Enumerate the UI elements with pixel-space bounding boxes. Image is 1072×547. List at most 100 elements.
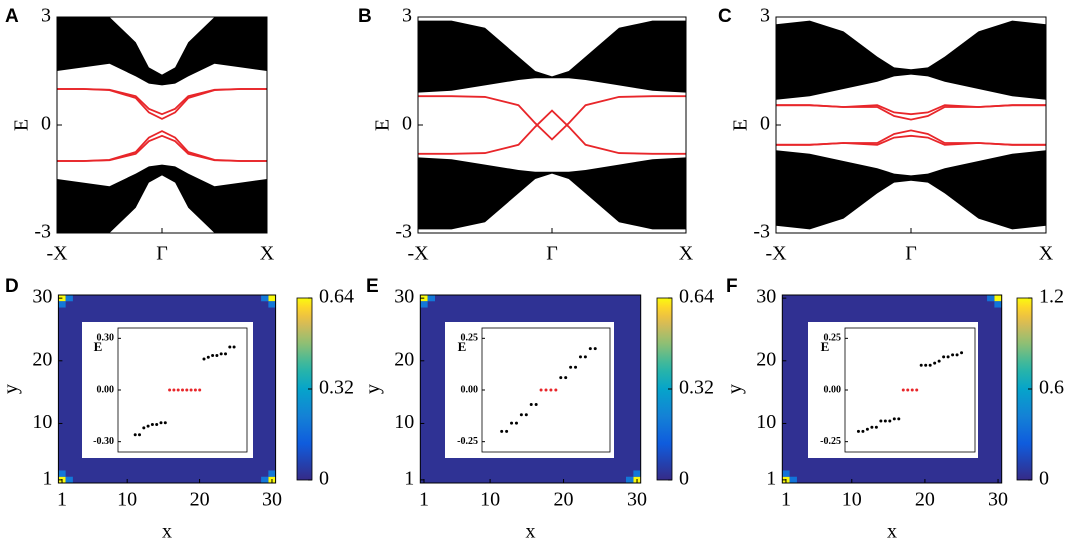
colorbar-tick-label: 0 xyxy=(679,468,689,490)
panel-label: E xyxy=(366,276,379,297)
colorbar-tick-label: 0 xyxy=(319,468,329,490)
plot-frame xyxy=(57,294,277,484)
inset-point xyxy=(202,357,206,361)
heatmap-cell xyxy=(58,470,66,477)
panel-label: A xyxy=(5,6,19,27)
inset-y-tick-label: 0.00 xyxy=(97,384,115,395)
x-tick-label: Γ xyxy=(905,243,917,265)
x-tick-label: X xyxy=(260,243,275,265)
inset-point xyxy=(189,388,193,392)
y-tick-label: 10 xyxy=(756,411,776,433)
inset-point xyxy=(578,355,582,359)
inset-y-label: E xyxy=(821,339,830,354)
y-tick-label: 0 xyxy=(402,113,412,135)
inset-point xyxy=(915,388,919,392)
inset-point xyxy=(888,419,892,423)
panel-label: C xyxy=(718,6,732,27)
y-tick-label: 3 xyxy=(41,5,51,27)
inset-point xyxy=(133,433,137,437)
inset-point xyxy=(211,354,215,358)
y-tick-label: 30 xyxy=(756,286,776,308)
x-tick-label: X xyxy=(679,243,694,265)
inset-point xyxy=(155,422,159,426)
inset-point xyxy=(906,388,910,392)
inset-point xyxy=(910,388,914,392)
inset-point xyxy=(892,417,896,421)
inset-point xyxy=(138,433,141,437)
inset-point xyxy=(924,363,928,367)
inset-point xyxy=(219,352,223,356)
inset-point xyxy=(879,419,883,423)
x-tick-label: 10 xyxy=(842,489,862,511)
heatmap-cell xyxy=(994,295,1002,302)
inset-point xyxy=(206,355,210,359)
inset-y-tick-label: -0.25 xyxy=(457,436,478,447)
y-tick-label: 30 xyxy=(394,286,414,308)
plot-frame xyxy=(419,294,642,484)
heatmap-cell xyxy=(789,476,797,483)
inset-point xyxy=(593,347,597,351)
edge-state-line xyxy=(57,88,267,120)
inset-point xyxy=(928,363,932,367)
inset-point xyxy=(514,421,518,425)
edge-state-line xyxy=(776,104,1046,121)
edge-state-line xyxy=(776,134,1046,146)
inset-point xyxy=(228,345,232,349)
heatmap-cell xyxy=(65,295,73,302)
inset-point xyxy=(946,355,950,359)
bulk-band xyxy=(776,20,1046,100)
inset-y-tick-label: 0.25 xyxy=(461,333,479,344)
x-tick-label: 1 xyxy=(419,489,429,511)
inset-point xyxy=(159,421,163,425)
x-tick-label: 30 xyxy=(988,489,1008,511)
inset-point xyxy=(519,413,523,417)
y-tick-label: 0 xyxy=(760,113,770,135)
inset-point xyxy=(534,402,538,406)
inset-y-tick-label: 0.30 xyxy=(97,333,115,344)
inset-background xyxy=(82,322,253,458)
edge-state-line xyxy=(57,134,267,162)
inset-y-tick-label: -0.25 xyxy=(820,436,841,447)
inset-background xyxy=(445,322,614,458)
heatmap-cell xyxy=(782,470,790,477)
colorbar-tick-label: 0.32 xyxy=(319,377,354,399)
inset-point xyxy=(176,388,180,392)
x-tick-label: -X xyxy=(407,243,429,265)
inset-point xyxy=(549,388,553,392)
y-axis-label: E xyxy=(372,119,394,131)
bulk-band xyxy=(776,150,1046,230)
x-axis-label: x xyxy=(526,521,536,543)
inset-point xyxy=(539,388,543,392)
inset-background xyxy=(808,322,978,458)
plot-frame xyxy=(781,294,1003,484)
bulk-band xyxy=(418,157,686,230)
y-axis-label: E xyxy=(730,119,752,131)
inset-point xyxy=(933,361,937,365)
colorbar-tick-label: 0.32 xyxy=(679,377,714,399)
inset-point xyxy=(505,429,509,433)
heatmap-cell xyxy=(261,295,269,302)
x-tick-label: 10 xyxy=(480,489,500,511)
inset-point xyxy=(564,376,568,380)
inset-point xyxy=(960,351,964,355)
y-tick-label: 30 xyxy=(32,286,52,308)
y-tick-label: 1 xyxy=(766,467,776,489)
inset-point xyxy=(150,422,154,426)
y-tick-label: -3 xyxy=(395,221,412,243)
panel-label: B xyxy=(358,6,372,27)
y-axis-label: y xyxy=(724,384,746,394)
colorbar-tick-label: 0 xyxy=(1039,468,1049,490)
x-tick-label: 20 xyxy=(190,489,210,511)
inset-point xyxy=(569,365,573,369)
inset-point xyxy=(942,355,946,359)
y-axis-label: y xyxy=(0,384,22,394)
y-tick-label: 20 xyxy=(394,348,414,370)
colorbar-tick-label: 0.6 xyxy=(1039,377,1064,399)
y-tick-label: -3 xyxy=(34,221,51,243)
heatmap-cell xyxy=(65,476,73,483)
inset-point xyxy=(146,424,150,428)
inset-y-label: E xyxy=(94,339,103,354)
x-axis-label: x xyxy=(887,521,897,543)
inset-point xyxy=(142,426,146,430)
x-tick-label: 30 xyxy=(262,489,282,511)
